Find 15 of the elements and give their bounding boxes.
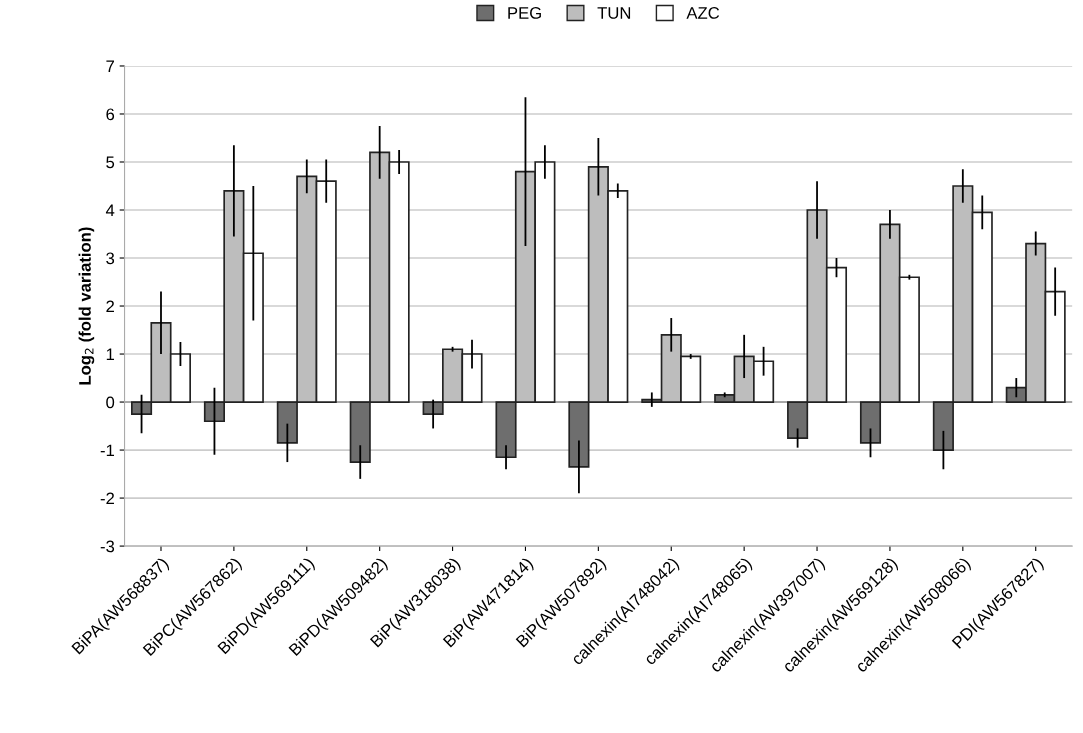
y-tick-label: 1 [106, 348, 115, 361]
y-axis-title: Log$_{2}$ (fold variation) [78, 227, 95, 385]
y-tick-label: -2 [100, 492, 114, 505]
y-tick-label: -1 [100, 444, 115, 457]
y-tick-label: 2 [106, 300, 114, 313]
y-tick-label: 4 [105, 204, 115, 217]
y-tick-label: -3 [100, 540, 115, 553]
y-tick-label: 7 [106, 60, 114, 73]
y-tick-label: 0 [106, 396, 115, 409]
y-tick-label: 6 [106, 108, 115, 121]
y-tick-label: 3 [106, 252, 115, 265]
y-tick-label: 5 [106, 156, 115, 169]
legend-label: TUN [597, 7, 631, 19]
legend-label: AZC [686, 7, 720, 19]
legend-label: PEG [508, 7, 541, 19]
